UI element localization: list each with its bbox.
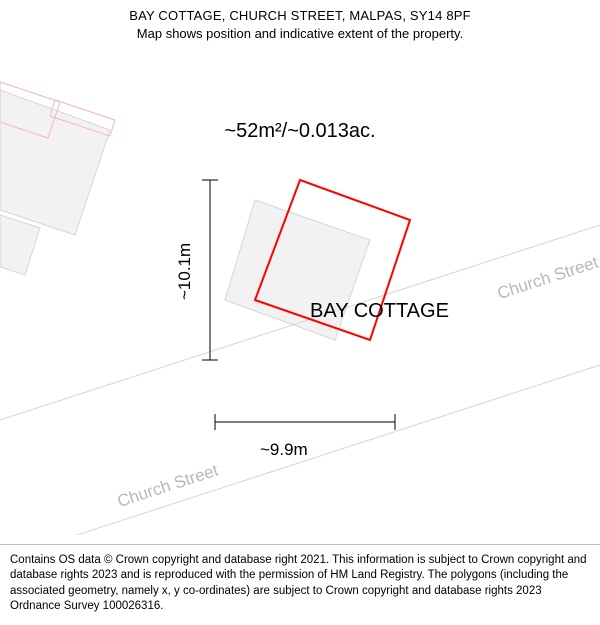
area-label: ~52m²/~0.013ac.	[0, 120, 600, 143]
dimension-horizontal	[215, 414, 395, 430]
map-area: ~52m²/~0.013ac. BAY COTTAGE Church Stree…	[0, 50, 600, 535]
bg-building	[0, 90, 110, 235]
figure-subtitle: Map shows position and indicative extent…	[0, 26, 600, 41]
figure-title: BAY COTTAGE, CHURCH STREET, MALPAS, SY14…	[0, 8, 600, 23]
dimension-vertical	[202, 180, 218, 360]
copyright-footer: Contains OS data © Crown copyright and d…	[0, 544, 600, 625]
bg-building	[0, 215, 40, 275]
dimension-height-label: ~10.1m	[175, 243, 195, 300]
dimension-width-label: ~9.9m	[260, 440, 308, 460]
map-figure: BAY COTTAGE, CHURCH STREET, MALPAS, SY14…	[0, 0, 600, 625]
property-name-label: BAY COTTAGE	[310, 300, 449, 323]
